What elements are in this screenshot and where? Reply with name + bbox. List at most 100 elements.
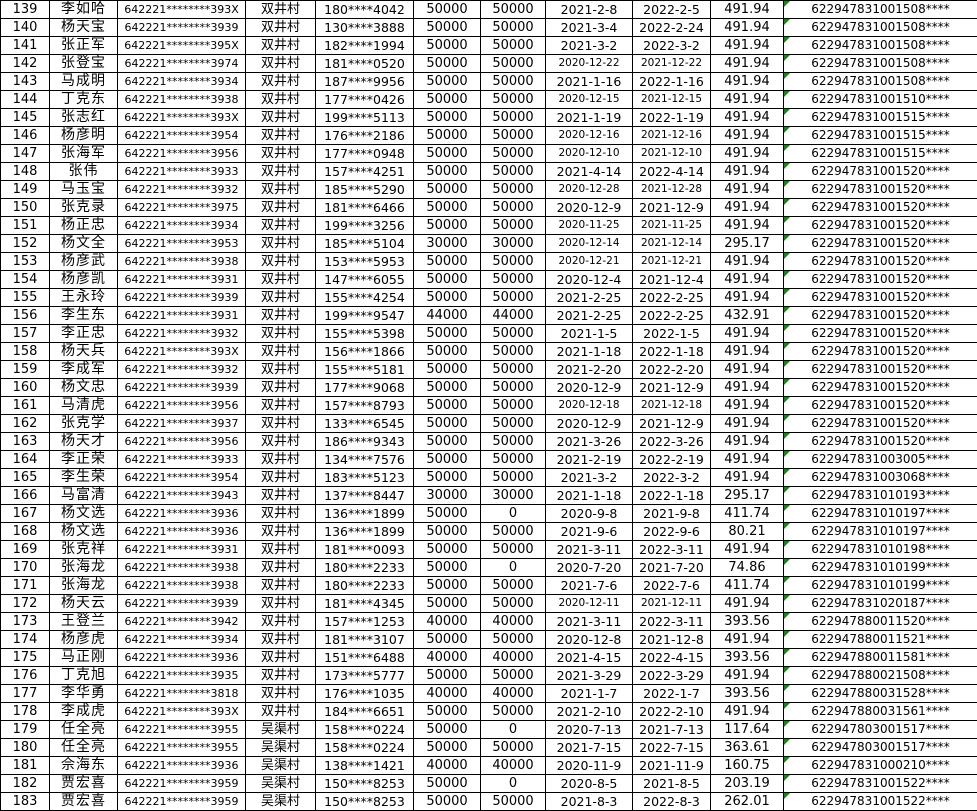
cell-amount-1[interactable]: 50000 <box>413 162 481 181</box>
cell-id-number-masked[interactable]: 642221********3956 <box>117 432 246 451</box>
cell-bank-card-masked[interactable]: 622947831001520**** <box>783 288 977 307</box>
cell-bank-card-masked[interactable]: 622947880021508**** <box>783 666 977 685</box>
cell-bank-card-masked[interactable]: 622947831001508**** <box>783 36 977 55</box>
cell-amount-2[interactable]: 50000 <box>480 36 546 55</box>
cell-village-name[interactable]: 双井村 <box>245 0 316 19</box>
cell-village-name[interactable]: 吴渠村 <box>245 738 316 757</box>
cell-bank-card-masked[interactable]: 622947831001520**** <box>783 360 977 379</box>
cell-person-name[interactable]: 杨文忠 <box>49 378 118 397</box>
cell-amount-1[interactable]: 30000 <box>413 486 481 505</box>
cell-amount-1[interactable]: 50000 <box>413 0 481 19</box>
cell-start-date[interactable]: 2021-3-2 <box>545 36 633 55</box>
cell-start-date[interactable]: 2020-7-13 <box>545 720 633 739</box>
cell-interest-amount[interactable]: 393.56 <box>710 648 784 667</box>
cell-amount-2[interactable]: 50000 <box>480 342 546 361</box>
cell-interest-amount[interactable]: 491.94 <box>710 216 784 235</box>
cell-end-date[interactable]: 2022-2-25 <box>632 306 711 325</box>
cell-start-date[interactable]: 2021-7-6 <box>545 576 633 595</box>
cell-phone-masked[interactable]: 155****4254 <box>315 288 414 307</box>
cell-start-date[interactable]: 2020-12-21 <box>545 252 633 271</box>
cell-person-name[interactable]: 张克录 <box>49 198 118 217</box>
cell-row-number[interactable]: 161 <box>0 396 50 415</box>
cell-amount-2[interactable]: 0 <box>480 774 546 793</box>
cell-bank-card-masked[interactable]: 622947831000210**** <box>783 756 977 775</box>
cell-village-name[interactable]: 双井村 <box>245 198 316 217</box>
cell-village-name[interactable]: 双井村 <box>245 288 316 307</box>
cell-end-date[interactable]: 2021-12-22 <box>632 54 711 73</box>
cell-id-number-masked[interactable]: 642221********3975 <box>117 198 246 217</box>
cell-person-name[interactable]: 马玉宝 <box>49 180 118 199</box>
cell-interest-amount[interactable]: 491.94 <box>710 702 784 721</box>
cell-phone-masked[interactable]: 181****6466 <box>315 198 414 217</box>
cell-village-name[interactable]: 双井村 <box>245 378 316 397</box>
cell-bank-card-masked[interactable]: 622947831001520**** <box>783 306 977 325</box>
cell-row-number[interactable]: 153 <box>0 252 50 271</box>
cell-person-name[interactable]: 杨彦虎 <box>49 630 118 649</box>
cell-end-date[interactable]: 2021-12-14 <box>632 234 711 253</box>
cell-amount-1[interactable]: 50000 <box>413 378 481 397</box>
cell-end-date[interactable]: 2022-2-5 <box>632 0 711 19</box>
cell-amount-1[interactable]: 40000 <box>413 756 481 775</box>
cell-person-name[interactable]: 李成军 <box>49 360 118 379</box>
cell-amount-1[interactable]: 50000 <box>413 558 481 577</box>
cell-row-number[interactable]: 146 <box>0 126 50 145</box>
cell-village-name[interactable]: 双井村 <box>245 612 316 631</box>
cell-start-date[interactable]: 2020-12-9 <box>545 414 633 433</box>
cell-amount-1[interactable]: 50000 <box>413 36 481 55</box>
cell-bank-card-masked[interactable]: 622947880011581**** <box>783 648 977 667</box>
cell-amount-1[interactable]: 50000 <box>413 576 481 595</box>
cell-end-date[interactable]: 2022-4-14 <box>632 162 711 181</box>
cell-start-date[interactable]: 2020-12-9 <box>545 198 633 217</box>
cell-row-number[interactable]: 167 <box>0 504 50 523</box>
cell-phone-masked[interactable]: 177****9068 <box>315 378 414 397</box>
cell-amount-2[interactable]: 50000 <box>480 270 546 289</box>
cell-row-number[interactable]: 158 <box>0 342 50 361</box>
cell-id-number-masked[interactable]: 642221********3953 <box>117 234 246 253</box>
cell-amount-2[interactable]: 50000 <box>480 594 546 613</box>
cell-start-date[interactable]: 2021-3-26 <box>545 432 633 451</box>
cell-interest-amount[interactable]: 491.94 <box>710 360 784 379</box>
cell-village-name[interactable]: 双井村 <box>245 504 316 523</box>
cell-row-number[interactable]: 151 <box>0 216 50 235</box>
cell-amount-1[interactable]: 30000 <box>413 234 481 253</box>
cell-id-number-masked[interactable]: 642221********3959 <box>117 774 246 793</box>
cell-amount-1[interactable]: 50000 <box>413 324 481 343</box>
cell-amount-1[interactable]: 50000 <box>413 450 481 469</box>
cell-amount-2[interactable]: 50000 <box>480 468 546 487</box>
cell-interest-amount[interactable]: 491.94 <box>710 0 784 19</box>
cell-amount-2[interactable]: 50000 <box>480 432 546 451</box>
cell-person-name[interactable]: 张克学 <box>49 414 118 433</box>
cell-bank-card-masked[interactable]: 622947831001520**** <box>783 234 977 253</box>
cell-amount-2[interactable]: 50000 <box>480 180 546 199</box>
cell-end-date[interactable]: 2022-3-2 <box>632 468 711 487</box>
cell-amount-2[interactable]: 50000 <box>480 630 546 649</box>
cell-bank-card-masked[interactable]: 622947831001515**** <box>783 144 977 163</box>
cell-bank-card-masked[interactable]: 622947831001522**** <box>783 792 977 811</box>
cell-bank-card-masked[interactable]: 622947831001510**** <box>783 90 977 109</box>
cell-person-name[interactable]: 李生东 <box>49 306 118 325</box>
cell-end-date[interactable]: 2021-11-25 <box>632 216 711 235</box>
cell-person-name[interactable]: 杨正忠 <box>49 216 118 235</box>
cell-bank-card-masked[interactable]: 622947831001520**** <box>783 432 977 451</box>
cell-id-number-masked[interactable]: 642221********3932 <box>117 324 246 343</box>
cell-person-name[interactable]: 杨文选 <box>49 522 118 541</box>
cell-row-number[interactable]: 155 <box>0 288 50 307</box>
cell-village-name[interactable]: 双井村 <box>245 594 316 613</box>
cell-person-name[interactable]: 张正军 <box>49 36 118 55</box>
cell-id-number-masked[interactable]: 642221********393X <box>117 0 246 19</box>
cell-start-date[interactable]: 2021-1-7 <box>545 684 633 703</box>
cell-start-date[interactable]: 2021-1-18 <box>545 342 633 361</box>
cell-row-number[interactable]: 163 <box>0 432 50 451</box>
cell-interest-amount[interactable]: 491.94 <box>710 144 784 163</box>
cell-amount-2[interactable]: 50000 <box>480 126 546 145</box>
cell-person-name[interactable]: 李成虎 <box>49 702 118 721</box>
cell-person-name[interactable]: 王永玲 <box>49 288 118 307</box>
cell-village-name[interactable]: 双井村 <box>245 396 316 415</box>
cell-phone-masked[interactable]: 133****6545 <box>315 414 414 433</box>
cell-id-number-masked[interactable]: 642221********3936 <box>117 522 246 541</box>
cell-amount-2[interactable]: 50000 <box>480 378 546 397</box>
cell-person-name[interactable]: 李如哈 <box>49 0 118 19</box>
cell-interest-amount[interactable]: 203.19 <box>710 774 784 793</box>
cell-row-number[interactable]: 147 <box>0 144 50 163</box>
cell-person-name[interactable]: 杨文全 <box>49 234 118 253</box>
